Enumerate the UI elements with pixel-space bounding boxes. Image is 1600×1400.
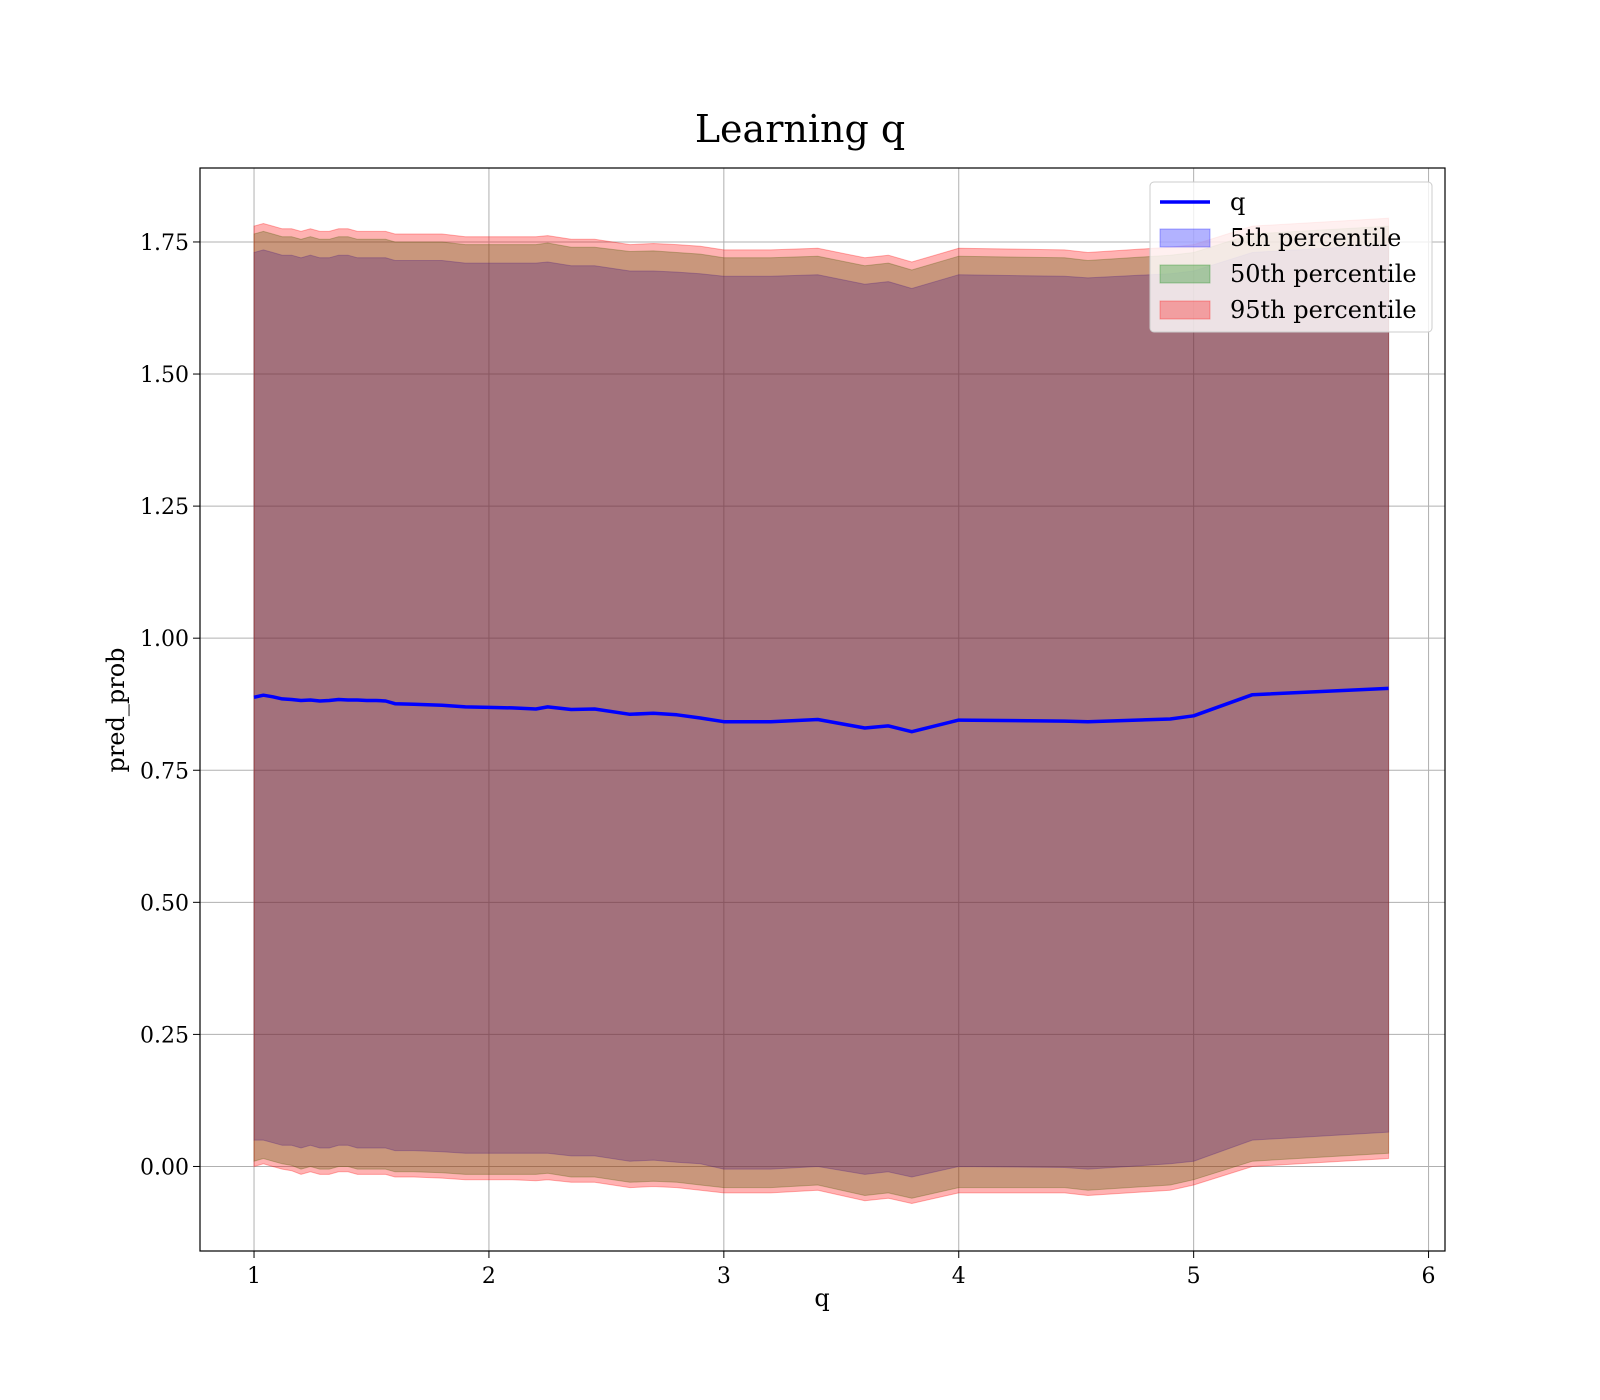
y-tick-label: 0.50 bbox=[140, 891, 189, 916]
band-95th-percentile bbox=[253, 217, 1390, 1205]
legend: q 5th percentile 50th percentile 95th perce… bbox=[1149, 181, 1433, 333]
y-axis-title: pred_prob bbox=[102, 647, 130, 772]
x-tick-label: 5 bbox=[1187, 1264, 1201, 1289]
x-axis-title: q bbox=[814, 1284, 829, 1312]
legend-label: 5th percentile bbox=[1230, 224, 1401, 252]
percentile-bands bbox=[253, 217, 1390, 1205]
chart-title: Learning q bbox=[695, 107, 905, 151]
legend-swatch bbox=[1159, 300, 1211, 320]
legend-swatch bbox=[1159, 228, 1211, 248]
x-tick-label: 3 bbox=[717, 1264, 731, 1289]
y-tick-label: 0.25 bbox=[140, 1023, 189, 1048]
band-5th-percentile bbox=[253, 244, 1390, 1178]
y-tick-label: 1.00 bbox=[140, 627, 189, 652]
q-line-layer bbox=[253, 686, 1389, 734]
x-axis: 1 2 3 4 5 6 bbox=[247, 1251, 1436, 1289]
y-axis: 0.00 0.25 0.50 0.75 1.00 1.25 1.50 1.75 bbox=[140, 231, 200, 1180]
legend-label: 95th percentile bbox=[1230, 296, 1417, 324]
x-tick-label: 4 bbox=[952, 1264, 966, 1289]
legend-label: 50th percentile bbox=[1230, 260, 1417, 288]
y-tick-label: 0.75 bbox=[140, 759, 189, 784]
band-50th-percentile bbox=[253, 225, 1390, 1199]
plot-frame bbox=[199, 167, 1446, 1252]
legend-box bbox=[1149, 181, 1433, 333]
series-line-q bbox=[253, 686, 1389, 734]
y-tick-label: 1.75 bbox=[140, 231, 189, 256]
legend-label: q bbox=[1230, 188, 1245, 216]
x-tick-label: 2 bbox=[482, 1264, 496, 1289]
x-tick-label: 1 bbox=[247, 1264, 261, 1289]
x-tick-label: 6 bbox=[1422, 1264, 1436, 1289]
y-tick-label: 0.00 bbox=[140, 1155, 189, 1180]
y-tick-label: 1.50 bbox=[140, 363, 189, 388]
y-tick-label: 1.25 bbox=[140, 495, 189, 520]
legend-swatch bbox=[1159, 264, 1211, 284]
